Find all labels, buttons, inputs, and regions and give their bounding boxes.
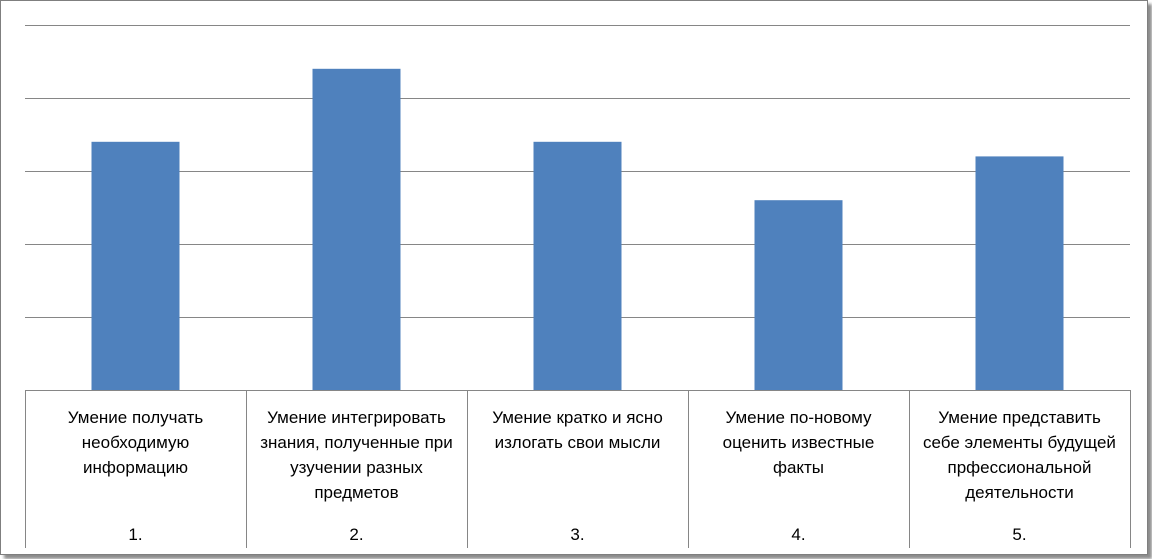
bar-4 (754, 200, 843, 390)
category-label-2: Умение интегрировать знания, полученные п… (260, 408, 453, 502)
category-label-4: Умение по-новому оценить известные факты (723, 408, 875, 477)
category-label-3: Умение кратко и ясно излогать свои мысли (492, 408, 663, 452)
bar-2 (312, 68, 401, 391)
category-number-3: 3. (570, 525, 584, 544)
bar-1 (91, 141, 180, 390)
bar-5 (975, 156, 1064, 390)
category-label-1: Умение получать необходимую информацию (68, 408, 204, 477)
category-number-5: 5. (1012, 525, 1026, 544)
category-number-2: 2. (349, 525, 363, 544)
category-number-1: 1. (128, 525, 142, 544)
category-number-4: 4. (791, 525, 805, 544)
category-label-5: Умение представить себе элементы будущей п… (923, 408, 1116, 502)
bar-3 (533, 141, 622, 390)
